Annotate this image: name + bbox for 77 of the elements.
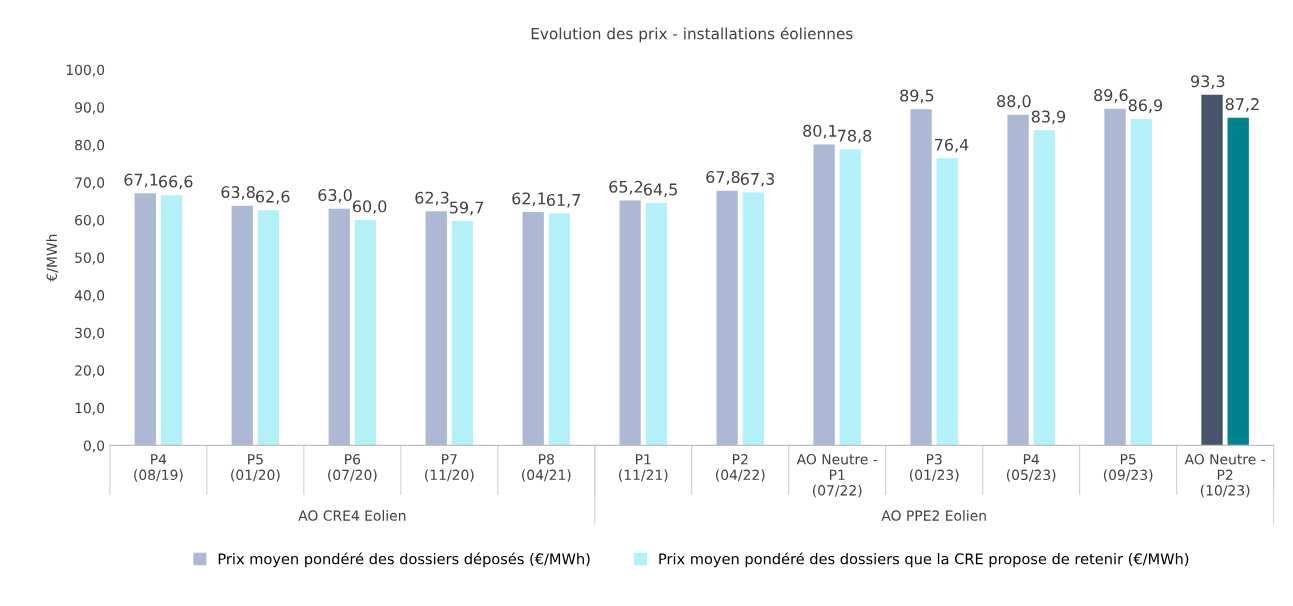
bar [936,158,958,446]
bar [1007,114,1029,446]
y-tick-label: 90,0 [74,102,105,115]
bar [354,219,377,446]
text: AO CRE4 Eolien [298,510,406,521]
x-tick-label: P2 (04/22) [716,453,765,482]
x-tick-label: P4 (05/23) [1006,454,1056,482]
bar [742,192,764,446]
bar [231,205,253,446]
bar [425,211,447,446]
y-tick-label: 80,0 [75,139,105,152]
y-tick-label: 70,0 [75,177,105,190]
bar [839,149,861,446]
bar [1201,94,1223,446]
y-tick-label: 60,0 [75,214,105,227]
bar [1130,118,1152,446]
x-tick-label: AO Neutre - P1 (07/22) [796,453,878,498]
data-label: 89,5 [900,89,934,104]
bar [1104,108,1126,446]
data-label: 78,8 [838,129,872,144]
data-label: 67,3 [740,172,775,187]
data-label: 63,0 [318,189,352,203]
data-label: 62,1 [512,192,546,207]
x-tick-label: P5 (09/23) [1103,454,1153,482]
x-tick-label: P7 (11/20) [425,454,474,482]
data-label: 66,6 [159,175,193,190]
bar [813,144,835,446]
x-tick-label: P4 (08/19) [134,454,183,482]
data-label: 65,2 [609,180,643,195]
x-tick-label: AO Neutre - P2 (10/23) [1184,453,1266,498]
data-label: 62,3 [415,191,449,206]
data-label: 80,1 [803,124,837,139]
data-label: 62,6 [256,190,290,205]
bar [522,212,544,446]
data-label: 89,6 [1094,89,1128,103]
bar [645,203,668,446]
bar [328,208,350,446]
y-tick-label: 50,0 [75,252,105,265]
data-label: 88,0 [997,95,1031,109]
data-label: 67,1 [124,173,158,188]
y-tick-label: 30,0 [75,327,105,340]
y-tick-label: 40,0 [74,290,105,303]
y-tick-label: 10,0 [75,402,105,415]
y-tick-label: 20,0 [75,365,105,378]
y-tick-label: 100,0 [66,64,105,77]
bar [910,109,932,446]
x-tick-label: P6 (07/20) [328,453,377,482]
bar [160,195,183,446]
data-label: 86,9 [1128,99,1163,113]
data-label: 67,8 [706,170,740,185]
legend-label: Prix moyen pondéré des dossiers que la CRE propose de retenir (€/MWh) [659,552,1189,568]
legend-label: Prix moyen pondéré des dossiers déposés (€/MWh) [218,552,590,568]
data-label: 76,4 [935,138,969,153]
bar [257,210,280,446]
x-tick-label: P1 (11/21) [619,454,668,482]
data-label: 83,9 [1031,110,1066,125]
data-label: 59,7 [450,201,484,216]
bar [716,190,738,446]
data-label: 64,5 [643,183,677,198]
bar [451,221,474,446]
chart-title: Evolution des prix - installations éoliennes [531,26,853,43]
bar [134,193,156,446]
y-axis-title: €/MWh [46,234,59,282]
x-tick-label: P5 (01/20) [231,454,280,482]
text: AO PPE2 Eolien [881,510,986,521]
data-label: 93,3 [1191,75,1225,89]
data-label: 60,0 [352,200,387,214]
y-tick-label: 0,0 [83,440,105,453]
bar [619,200,641,446]
bar [1033,130,1055,446]
data-label: 61,7 [546,193,581,208]
bar [548,213,571,446]
bar [1227,117,1249,446]
x-tick-label: P3 (01/23) [909,453,959,482]
data-label: 87,2 [1225,98,1259,112]
data-label: 63,8 [221,186,255,200]
x-tick-label: P8 (04/21) [522,453,571,482]
